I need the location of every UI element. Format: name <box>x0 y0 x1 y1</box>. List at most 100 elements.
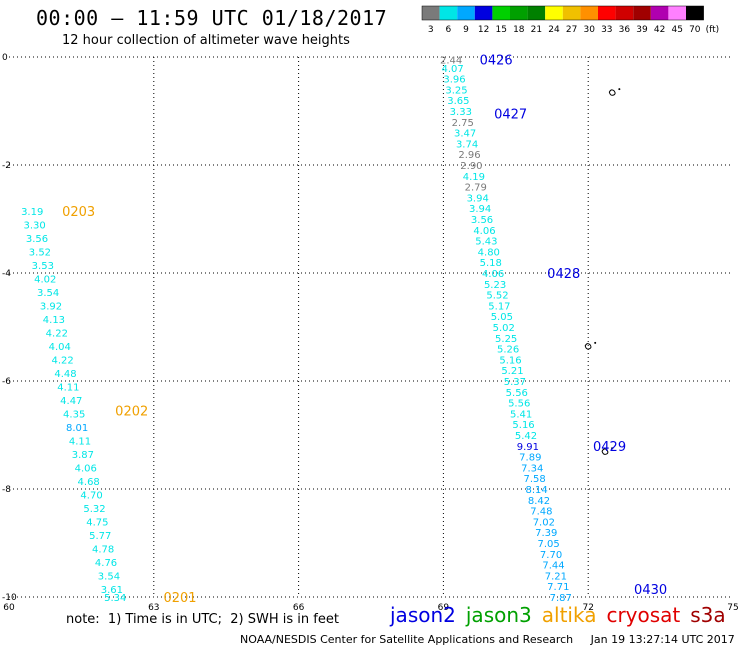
pass-time-label: 0201 <box>163 591 196 606</box>
wave-height-value: 2.96 <box>458 150 480 161</box>
wave-height-value: 2.44 <box>440 56 462 67</box>
wave-height-value: 5.32 <box>83 504 105 515</box>
wave-height-value: 5.56 <box>506 388 528 399</box>
wave-height-value: 5.41 <box>510 409 532 420</box>
color-scale-swatch <box>422 6 440 20</box>
wave-height-value: 4.75 <box>86 517 108 528</box>
color-scale-border <box>421 5 704 21</box>
island-outline <box>608 89 616 96</box>
wave-height-value: 3.54 <box>98 571 120 582</box>
pass-time-label: 0427 <box>494 108 527 123</box>
track-jason2: 2.444.073.963.253.653.332.753.473.742.96… <box>440 54 667 604</box>
wave-height-value: 4.07 <box>441 64 463 75</box>
wave-height-value: 4.48 <box>54 369 76 380</box>
color-scale-swatch <box>439 6 458 20</box>
wave-height-value: 4.68 <box>78 477 100 488</box>
wave-height-value: 4.78 <box>92 544 114 555</box>
pass-time-label: 0429 <box>593 440 626 455</box>
wave-height-value: 3.61 <box>101 585 123 596</box>
wave-height-value: 4.19 <box>463 172 485 183</box>
wave-height-value: 7.70 <box>540 550 562 561</box>
island-outline <box>584 343 592 350</box>
island-outline <box>601 448 609 455</box>
wave-height-value: 7.39 <box>535 528 557 539</box>
island-northeast <box>608 88 621 96</box>
wave-height-value: 7.02 <box>533 517 555 528</box>
color-scale-tick: 15 <box>495 25 506 35</box>
color-scale-swatch <box>650 6 669 20</box>
wave-height-value: 5.52 <box>486 291 508 302</box>
wave-height-value: 4.02 <box>34 274 56 285</box>
pass-time-label: 0430 <box>634 583 667 598</box>
wave-height-value: 4.47 <box>60 396 82 407</box>
wave-height-value: 7.87 <box>550 593 572 604</box>
pass-time-label: 0428 <box>547 267 580 282</box>
wave-height-value: 4.70 <box>80 490 102 501</box>
wave-height-value: 4.11 <box>57 382 79 393</box>
color-scale-tick: 45 <box>671 25 682 35</box>
wave-height-value: 7.48 <box>530 507 552 518</box>
wave-height-value: 3.19 <box>21 207 43 218</box>
pass-time-label: 0203 <box>62 205 95 220</box>
color-scale-swatch <box>457 6 475 20</box>
track-jason3: 3.19 3.30 3.56 3.52 3.53 4.02 3.54 3.92 4.13 4.22… <box>21 205 196 606</box>
x-tick-label: 75 <box>727 603 738 613</box>
credit-line: NOAA/NESDIS Center for Satellite Applica… <box>240 633 735 646</box>
island-dot <box>618 88 621 91</box>
wave-height-value: 7.71 <box>547 582 569 593</box>
wave-height-value: 3.25 <box>445 85 467 96</box>
wave-height-value: 8.01 <box>66 423 88 434</box>
wave-height-value: 3.56 <box>471 215 493 226</box>
wave-height-value: 5.34 <box>104 593 126 604</box>
wave-height-value: 4.80 <box>478 247 500 258</box>
wave-height-value: 3.53 <box>32 261 54 272</box>
wave-height-value: 2.90 <box>460 161 482 172</box>
satellite-legend-s3a: s3a <box>690 603 726 627</box>
y-tick-label: -2 <box>2 161 11 171</box>
wave-height-value: 7.58 <box>524 474 546 485</box>
color-scale-tick: 3 <box>428 25 434 35</box>
pass-time-label: 0426 <box>480 54 513 69</box>
x-tick-label: 63 <box>148 603 159 613</box>
y-tick-label: -4 <box>2 269 11 279</box>
wave-height-value: 5.42 <box>515 431 537 442</box>
wave-height-value: 7.44 <box>542 561 564 572</box>
color-scale-swatch <box>562 6 581 20</box>
wave-height-value: 5.17 <box>488 301 510 312</box>
wave-height-value: 4.06 <box>75 463 97 474</box>
wave-height-value: 3.87 <box>72 450 94 461</box>
wave-height-value: 5.77 <box>89 531 111 542</box>
wave-height-value: 5.43 <box>475 237 497 248</box>
satellite-legend-cryosat: cryosat <box>606 603 681 627</box>
color-scale-legend: 3 6 9 12 15 18 21 24 27 30 33 36 39 42 45 70 (ft) <box>421 5 720 35</box>
y-tick-label: -10 <box>2 593 17 603</box>
color-scale-tick: 12 <box>478 25 489 35</box>
wave-height-value: 9.91 <box>517 442 539 453</box>
y-tick-label: -6 <box>2 377 11 387</box>
color-scale-swatch <box>474 6 493 20</box>
wave-height-value: 5.56 <box>508 399 530 410</box>
wave-height-value: 3.33 <box>450 107 472 118</box>
color-scale-swatch <box>492 6 510 20</box>
color-scale-swatch <box>580 6 598 20</box>
wave-height-value: 4.35 <box>63 409 85 420</box>
map-subtitle: 12 hour collection of altimeter wave hei… <box>62 33 350 48</box>
color-scale-tick: 9 <box>463 25 469 35</box>
map-title: 00:00 – 11:59 UTC 01/18/2017 <box>36 6 388 30</box>
units-note: note: 1) Time is in UTC; 2) SWH is in fe… <box>66 612 339 627</box>
pass-time-label: 0202 <box>115 405 148 420</box>
wave-height-value: 3.52 <box>29 247 51 258</box>
wave-height-value: 5.26 <box>497 345 519 356</box>
wave-height-value: 2.79 <box>465 183 487 194</box>
color-scale-tick: (ft) <box>706 25 720 35</box>
wave-height-value: 5.16 <box>499 355 521 366</box>
color-scale-tick: 70 <box>689 25 701 35</box>
color-scale-swatch <box>545 6 563 20</box>
wave-height-value: 8.42 <box>528 496 550 507</box>
satellite-legend-jason3: jason3 <box>465 603 532 627</box>
x-tick-label: 60 <box>3 603 15 613</box>
wave-height-value: 4.22 <box>51 355 73 366</box>
color-scale-tick: 24 <box>548 25 560 35</box>
color-scale-tick: 39 <box>636 25 648 35</box>
